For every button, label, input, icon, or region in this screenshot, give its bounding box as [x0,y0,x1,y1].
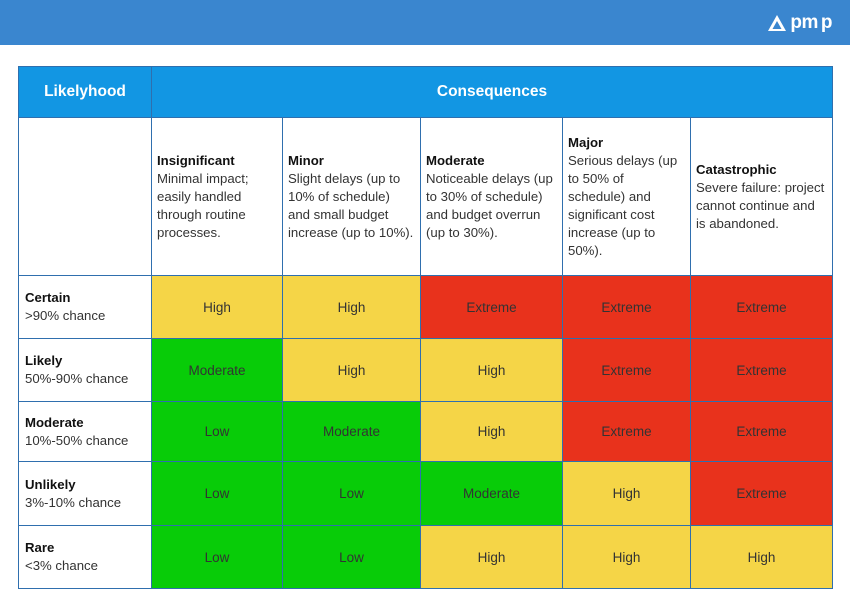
consequence-description: Slight delays (up to 10% of schedule) an… [288,170,414,240]
risk-rating-cell: Extreme [689,461,834,526]
likelihood-row-unlikely: Unlikely 3%-10% chance Low Low Moderate … [18,461,834,526]
likelihood-chance: 10%-50% chance [25,432,129,448]
likelihood-cell: Moderate 10%-50% chance [18,401,152,462]
likelihood-title: Rare [25,540,55,555]
risk-rating-cell: High [420,338,563,402]
likelihood-header: Likelyhood [18,66,152,118]
risk-rating-cell: High [282,338,421,402]
risk-rating-cell: High [282,275,421,339]
risk-rating-cell: Extreme [562,275,691,339]
risk-rating-cell: Extreme [689,401,834,462]
risk-rating-cell: Low [151,461,283,526]
risk-rating-cell: High [689,525,834,589]
risk-rating-cell: High [562,525,691,589]
pmp-logo[interactable]: pm p [767,12,833,34]
consequence-description: Noticeable delays (up to 30% of schedule… [426,170,553,240]
consequence-catastrophic: Catastrophic Severe failure: project can… [689,117,834,276]
risk-rating-cell: Extreme [420,275,563,339]
risk-rating-cell: Moderate [151,338,283,402]
likelihood-row-certain: Certain >90% chance High High Extreme Ex… [18,275,834,339]
likelihood-chance: >90% chance [25,308,106,323]
likelihood-chance: 50%-90% chance [25,371,129,386]
likelihood-row-likely: Likely 50%-90% chance Moderate High High… [18,338,834,402]
likelihood-cell: Unlikely 3%-10% chance [18,461,152,526]
risk-rating-cell: High [151,275,283,339]
likelihood-cell: Likely 50%-90% chance [18,338,152,402]
likelihood-chance: 3%-10% chance [25,494,122,510]
risk-rating-cell: Extreme [689,338,834,402]
risk-matrix-table: Likelyhood Consequences Insignificant Mi… [18,66,834,589]
risk-rating-cell: Extreme [562,401,691,462]
likelihood-title: Moderate [25,414,84,430]
risk-rating-cell: Moderate [282,401,421,462]
consequence-insignificant: Insignificant Minimal impact; easily han… [151,117,283,276]
logo-text-suffix: p [820,12,833,33]
risk-rating-cell: Low [282,525,421,589]
likelihood-title: Unlikely [25,476,76,492]
consequence-moderate: Moderate Noticeable delays (up to 30% of… [420,117,563,276]
risk-rating-cell: Extreme [562,338,691,402]
likelihood-cell: Certain >90% chance [18,275,152,339]
risk-rating-cell: Low [151,401,283,462]
risk-rating-cell: Low [151,525,283,589]
triangle-logo-icon [768,15,787,31]
consequence-description: Minimal impact; easily handled through r… [157,170,249,240]
consequence-major: Major Serious delays (up to 50% of sched… [562,117,691,276]
risk-rating-cell: High [420,401,563,462]
consequence-title: Insignificant [157,152,235,168]
likelihood-title: Likely [25,353,63,368]
consequence-title: Major [568,134,604,150]
risk-rating-cell: Extreme [689,275,834,339]
consequences-row: Insignificant Minimal impact; easily han… [18,117,834,276]
likelihood-cell: Rare <3% chance [18,525,152,589]
consequence-title: Catastrophic [696,161,777,177]
top-bar: pm p [0,0,850,45]
risk-rating-cell: Low [282,461,421,526]
likelihood-row-moderate: Moderate 10%-50% chance Low Moderate Hig… [18,401,834,462]
logo-text: pm [790,12,818,33]
consequence-description: Serious delays (up to 50% of schedule) a… [568,152,678,258]
header-row: Likelyhood Consequences [18,66,834,118]
consequence-title: Minor [288,152,324,168]
likelihood-chance: <3% chance [25,558,98,573]
likelihood-title: Certain [25,290,71,305]
likelihood-row-rare: Rare <3% chance Low Low High High High [18,525,834,589]
risk-rating-cell: High [562,461,691,526]
consequences-header: Consequences [150,66,834,118]
risk-rating-cell: Moderate [420,461,563,526]
consequence-title: Moderate [426,152,485,168]
consequence-description: Severe failure: project cannot continue … [696,179,825,231]
risk-rating-cell: High [420,525,563,589]
consequence-minor: Minor Slight delays (up to 10% of schedu… [282,117,421,276]
corner-cell [18,117,152,276]
